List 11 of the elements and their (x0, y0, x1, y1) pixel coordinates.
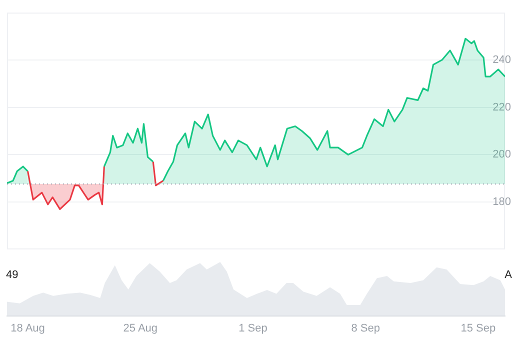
annotation: A (504, 269, 512, 281)
y-tick-label: 240 (492, 54, 511, 66)
x-tick-label: 8 Sep (351, 322, 380, 334)
x-tick-label: 18 Aug (10, 322, 45, 334)
annotation: 49 (6, 269, 18, 281)
x-tick-label: 15 Sep (460, 322, 496, 334)
y-tick-label: 180 (492, 196, 511, 208)
y-tick-label: 200 (492, 148, 511, 161)
y-tick-label: 220 (492, 101, 511, 114)
x-tick-label: 25 Aug (123, 322, 158, 334)
x-tick-label: 1 Sep (238, 322, 268, 334)
